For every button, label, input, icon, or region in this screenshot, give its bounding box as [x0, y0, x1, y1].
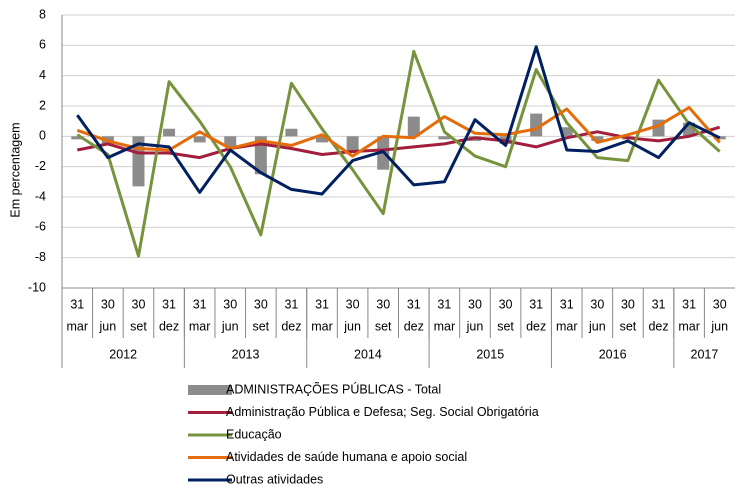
y-tick-label: -2 — [35, 159, 46, 173]
x-tick-day: 31 — [652, 297, 666, 311]
x-tick-month: set — [130, 319, 147, 333]
x-tick-month: set — [375, 319, 392, 333]
x-tick-day: 30 — [223, 297, 237, 311]
x-tick-day: 31 — [70, 297, 84, 311]
x-tick-day: 31 — [560, 297, 574, 311]
x-tick-month: set — [252, 319, 269, 333]
bar — [285, 128, 298, 137]
x-tick-month: dez — [526, 319, 546, 333]
legend-label: Educação — [226, 427, 282, 441]
x-tick-month: mar — [556, 319, 578, 333]
x-tick-month: dez — [404, 319, 424, 333]
x-tick-month: jun — [588, 319, 606, 333]
legend-label: Outras atividades — [226, 472, 323, 486]
y-tick-label: -6 — [35, 220, 46, 234]
line — [76, 45, 721, 196]
x-tick-day: 31 — [437, 297, 451, 311]
y-tick-label: 0 — [39, 129, 46, 143]
y-tick-label: 2 — [39, 98, 46, 112]
bar — [407, 116, 420, 137]
x-tick-day: 30 — [499, 297, 513, 311]
x-tick-month: mar — [434, 319, 456, 333]
x-tick-month: dez — [159, 319, 179, 333]
group-label: 2012 — [109, 347, 137, 361]
y-tick-label: 8 — [39, 7, 46, 21]
x-tick-month: jun — [343, 319, 361, 333]
x-tick-day: 30 — [132, 297, 146, 311]
bar — [71, 136, 84, 140]
x-tick-month: jun — [221, 319, 239, 333]
x-tick-month: dez — [648, 319, 668, 333]
x-tick-day: 30 — [590, 297, 604, 311]
x-tick-day: 31 — [284, 297, 298, 311]
x-tick-day: 31 — [682, 297, 696, 311]
x-tick-month: mar — [67, 319, 89, 333]
legend-label: Administração Pública e Defesa; Seg. Soc… — [226, 405, 539, 419]
x-tick-month: mar — [311, 319, 333, 333]
bar — [560, 127, 573, 137]
x-tick-month: mar — [678, 319, 700, 333]
group-label: 2013 — [232, 347, 260, 361]
legend-label: ADMINISTRAÇÕES PÚBLICAS - Total — [226, 381, 441, 396]
line — [76, 49, 721, 258]
x-tick-month: set — [497, 319, 514, 333]
x-tick-day: 30 — [468, 297, 482, 311]
group-label: 2016 — [599, 347, 627, 361]
x-tick-day: 31 — [315, 297, 329, 311]
y-tick-label: 6 — [39, 38, 46, 52]
y-tick-label: -8 — [35, 250, 46, 264]
group-label: 2014 — [354, 347, 382, 361]
bar — [438, 136, 451, 140]
bar — [224, 136, 237, 147]
x-tick-day: 30 — [621, 297, 635, 311]
x-tick-day: 30 — [254, 297, 268, 311]
legend-swatch — [188, 385, 232, 395]
group-label: 2017 — [691, 347, 719, 361]
y-tick-label: -10 — [28, 280, 46, 294]
x-tick-month: dez — [281, 319, 301, 333]
x-tick-month: jun — [710, 319, 728, 333]
line — [77, 125, 721, 160]
y-axis-label: Em percentagem — [8, 122, 22, 217]
x-tick-day: 30 — [101, 297, 115, 311]
x-tick-day: 31 — [407, 297, 421, 311]
x-tick-day: 31 — [193, 297, 207, 311]
y-tick-label: 4 — [39, 68, 46, 82]
x-tick-month: jun — [466, 319, 484, 333]
x-tick-month: jun — [99, 319, 117, 333]
x-tick-day: 30 — [346, 297, 360, 311]
x-tick-month: set — [620, 319, 637, 333]
legend-label: Atividades de saúde humana e apoio socia… — [226, 450, 467, 464]
bar — [346, 136, 359, 154]
bar — [193, 136, 206, 143]
bar — [163, 128, 176, 137]
x-tick-day: 30 — [713, 297, 727, 311]
group-label: 2015 — [476, 347, 504, 361]
y-tick-label: -4 — [35, 189, 46, 203]
x-tick-month: mar — [189, 319, 211, 333]
x-tick-day: 30 — [376, 297, 390, 311]
bar — [713, 136, 726, 140]
x-tick-day: 31 — [529, 297, 543, 311]
bar — [316, 136, 329, 143]
x-tick-day: 31 — [162, 297, 176, 311]
line — [76, 106, 721, 158]
bar — [591, 136, 604, 141]
